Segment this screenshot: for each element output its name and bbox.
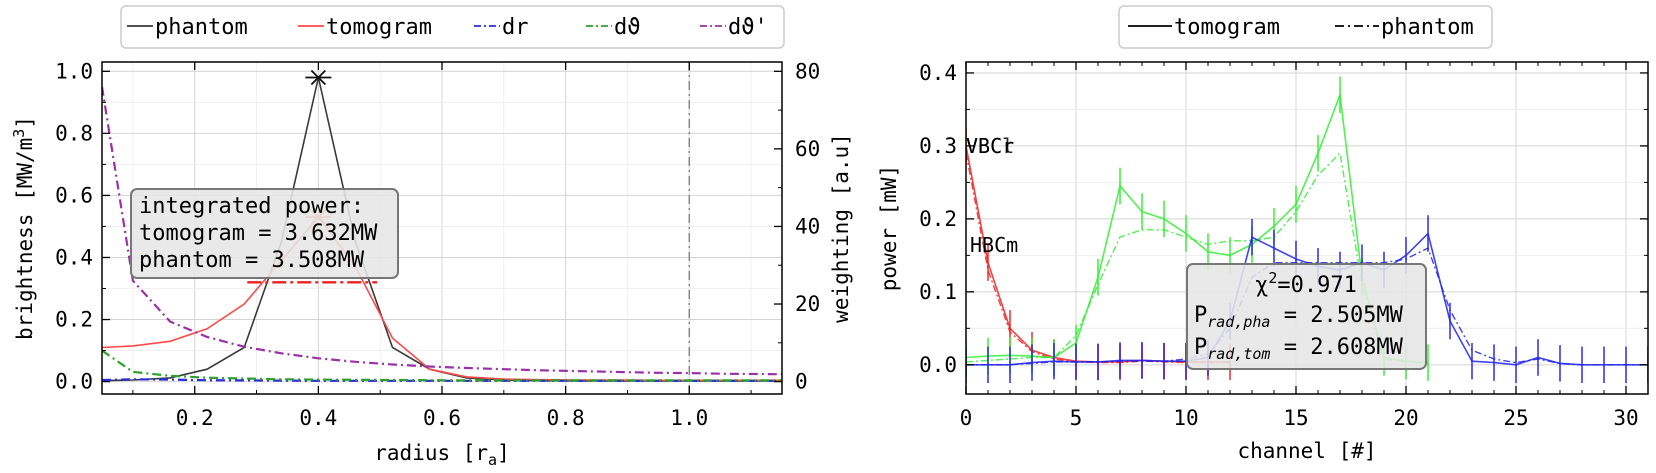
right-ylabel: power [mW]: [877, 165, 901, 291]
right-legend: tomogram phantom: [1118, 5, 1493, 49]
left-y2tick-label: 0: [795, 370, 808, 394]
right-ytick-label: 0.1: [919, 280, 957, 304]
chi2-text: χ2=0.971: [1255, 269, 1357, 298]
chi2-box: χ2=0.971 Prad,pha = 2.505MW Prad,tom = 2…: [1186, 263, 1427, 370]
left-chart: 0.2 0.4 0.6 0.8 1.0 0.0 0.2 0.4 0.6 0.8 1.0 0 20 40 60…: [10, 59, 853, 469]
right-xtick-label: 30: [1613, 406, 1638, 430]
tomogram-line-HBCm: [966, 231, 1648, 366]
left-ytick-label: 0.6: [55, 183, 93, 207]
left-y2tick-label: 80: [795, 59, 820, 83]
left-xtick-label: 0.8: [547, 406, 585, 430]
left-xlabel: radius [ra]: [374, 441, 509, 469]
left-y2label: weighting [a.u]: [829, 133, 853, 323]
box-line-1: integrated power:: [139, 194, 364, 219]
legend-label-dϑ: dϑ: [614, 15, 641, 40]
left-xtick-label: 1.0: [670, 406, 708, 430]
left-ytick-label: 0.2: [55, 308, 93, 332]
right-ytick-label: 0.2: [919, 207, 957, 231]
right-xtick-label: 5: [1070, 406, 1083, 430]
series-line-dϑ: [102, 349, 782, 382]
left-y2tick-label: 20: [795, 292, 820, 316]
right-ytick-label: 0.3: [919, 134, 957, 158]
right-ytick-label: 0.0: [919, 353, 957, 377]
right-chart: 0 5 10 15 20 25 300.00.10.20.30.4 channel [#] …: [877, 61, 1649, 463]
series-line-dϑ': [102, 86, 782, 376]
box-line-3: phantom = 3.508MW: [139, 248, 365, 273]
prad-pha-text: Prad,pha = 2.505MW: [1194, 303, 1404, 331]
legend-label-phantom: phantom: [1381, 15, 1474, 40]
legend-label-phantom: phantom: [155, 15, 248, 40]
left-xtick-label: 0.2: [176, 406, 214, 430]
peak-marker: [305, 69, 332, 86]
right-axes-frame: [965, 61, 1649, 395]
legend-label-tomogram: tomogram: [1174, 15, 1280, 40]
left-series: [102, 62, 782, 394]
left-legend: phantom tomogram dr dϑ dϑ': [120, 5, 785, 49]
right-xtick-label: 20: [1393, 406, 1418, 430]
right-xtick-label: 25: [1503, 406, 1528, 430]
left-xtick-label: 0.4: [299, 406, 337, 430]
prad-tom-text: Prad,tom = 2.608MW: [1194, 335, 1404, 363]
label-vbcr: VBCr: [966, 134, 1014, 158]
left-ticks: 0.2 0.4 0.6 0.8 1.0 0.0 0.2 0.4 0.6 0.8 1.0 0 20 40 60…: [55, 59, 820, 430]
left-ytick-label: 1.0: [55, 59, 93, 83]
legend-label-tomogram: tomogram: [326, 15, 432, 40]
left-ytick-label: 0.0: [55, 370, 93, 394]
left-ytick-label: 0.4: [55, 245, 93, 269]
left-y2tick-label: 60: [795, 137, 820, 161]
left-y2tick-label: 40: [795, 214, 820, 238]
right-ticks: 0 5 10 15 20 25 30 0.0 0.1 0.2 0.3 0.4: [919, 61, 1648, 430]
legend-label-dr: dr: [502, 15, 529, 40]
tomogram-line-VBCl: [966, 94, 1429, 364]
right-ytick-label: 0.4: [919, 61, 957, 85]
left-ytick-label: 0.8: [55, 121, 93, 145]
integrated-power-box: integrated power: tomogram = 3.632MW pha…: [130, 188, 399, 279]
left-ylabel: brightness [MW/m3]: [10, 116, 37, 340]
legend-label-dϑ': dϑ': [728, 15, 768, 40]
box-line-2: tomogram = 3.632MW: [139, 221, 378, 246]
left-xtick-label: 0.6: [423, 406, 461, 430]
right-xtick-label: 15: [1283, 406, 1308, 430]
right-xtick-label: 0: [960, 406, 973, 430]
label-vbcl: VBCl: [966, 134, 1014, 158]
right-xlabel: channel [#]: [1237, 439, 1376, 463]
right-xtick-label: 10: [1173, 406, 1198, 430]
left-grid: [102, 62, 782, 394]
label-hbcm: HBCm: [970, 233, 1018, 257]
